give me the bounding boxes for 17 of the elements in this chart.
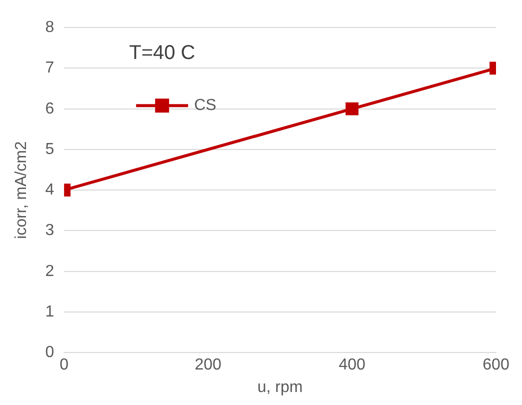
y-tick-label: 3 xyxy=(45,222,54,240)
y-tick-label: 2 xyxy=(45,262,54,280)
y-tick-label: 0 xyxy=(45,344,54,362)
y-tick-label: 4 xyxy=(45,182,54,199)
y-tick-label: 7 xyxy=(45,60,54,77)
x-axis-title: u, rpm xyxy=(257,378,303,396)
x-tick-label: 400 xyxy=(338,356,366,374)
x-tick-label: 600 xyxy=(482,356,510,374)
x-tick-label: 0 xyxy=(60,356,69,374)
y-tick-label: 5 xyxy=(45,140,54,158)
legend-label: CS xyxy=(194,97,216,114)
y-tick-label: 1 xyxy=(45,303,54,320)
text: T=40 C xyxy=(129,42,196,64)
y-axis-title: icorr, mA/cm2 xyxy=(13,141,30,239)
y-tick-label: 8 xyxy=(45,19,54,36)
x-tick-label: 200 xyxy=(194,356,222,374)
y-tick-label: 6 xyxy=(45,100,54,118)
